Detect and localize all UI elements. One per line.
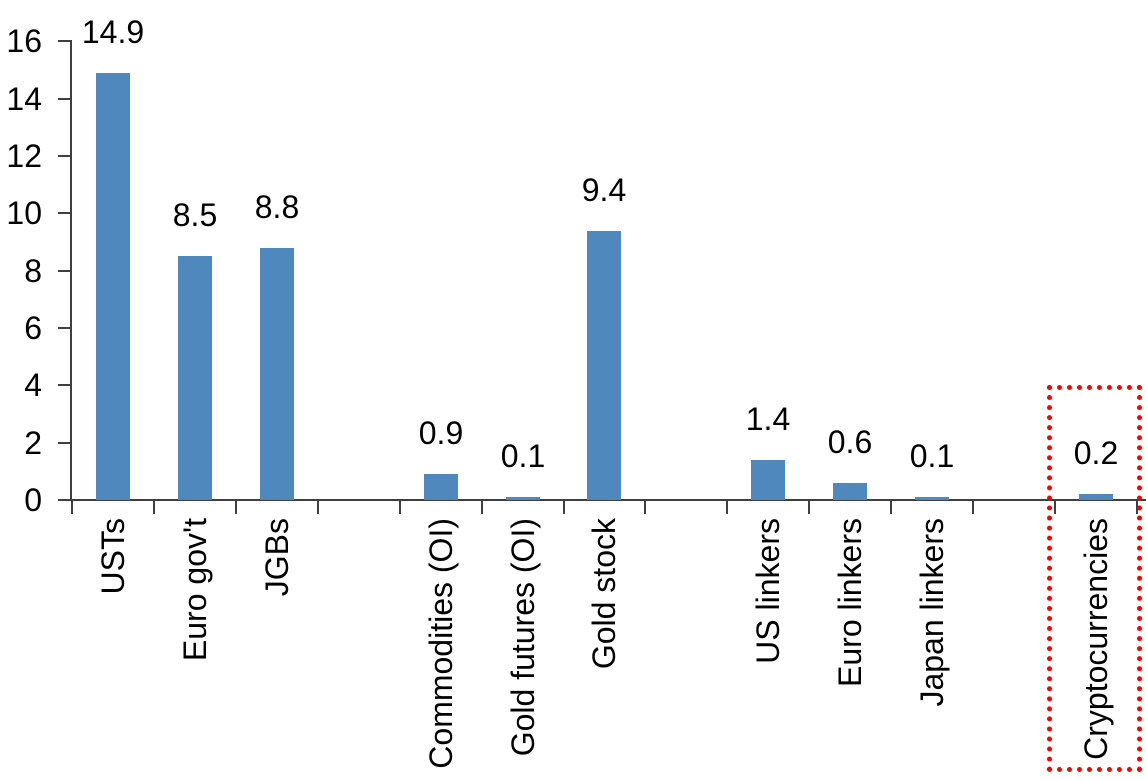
bar-value-label: 8.5 <box>172 197 218 233</box>
y-axis-tick-label: 12 <box>6 138 42 174</box>
y-axis-tick-label: 4 <box>24 367 42 403</box>
y-axis-tick <box>58 212 70 214</box>
y-axis-tick <box>58 155 70 157</box>
bar-gold-futures-oi <box>506 497 540 500</box>
x-axis-category-label: JGBs <box>259 518 295 597</box>
y-axis-tick-label: 6 <box>24 310 42 346</box>
bar-value-label: 0.9 <box>418 415 464 451</box>
x-axis-tick <box>563 501 565 514</box>
bar-gold-stock <box>587 231 621 500</box>
bar-value-label: 0.1 <box>909 438 955 474</box>
x-axis-category-label: Gold stock <box>586 518 622 670</box>
y-axis-tick <box>58 327 70 329</box>
x-axis-category-label: Euro linkers <box>832 518 868 687</box>
bar-euro-linkers <box>833 483 867 500</box>
bar-value-label: 8.8 <box>254 189 300 225</box>
highlight-box-cryptocurrencies <box>1047 385 1142 772</box>
y-axis-tick <box>58 384 70 386</box>
y-axis-tick <box>58 98 70 100</box>
bar-value-label: 0.6 <box>827 424 873 460</box>
bar-value-label: 0.1 <box>500 438 546 474</box>
y-axis-tick <box>58 499 70 501</box>
y-axis-tick <box>58 442 70 444</box>
x-axis-category-label: USTs <box>95 518 131 595</box>
y-axis-tick-label: 2 <box>24 425 42 461</box>
y-axis-tick-label: 10 <box>6 195 42 231</box>
x-axis-tick <box>808 501 810 514</box>
x-axis-category-label: Gold futures (OI) <box>505 518 541 757</box>
bar-value-label: 9.4 <box>581 172 627 208</box>
bar-us-linkers <box>751 460 785 500</box>
x-axis-tick <box>890 501 892 514</box>
x-axis-category-label: US linkers <box>750 518 786 664</box>
bar-value-label: 1.4 <box>745 401 791 437</box>
y-axis-tick-label: 14 <box>6 81 42 117</box>
x-axis-tick <box>481 501 483 514</box>
x-axis-tick <box>726 501 728 514</box>
x-axis-tick <box>644 501 646 514</box>
x-axis-tick <box>71 501 73 514</box>
x-axis-tick <box>235 501 237 514</box>
x-axis-tick <box>153 501 155 514</box>
y-axis-tick <box>58 270 70 272</box>
bar-usts <box>96 73 130 500</box>
x-axis-tick <box>317 501 319 514</box>
bar-cryptocurrencies <box>1079 494 1113 500</box>
x-axis-category-label: Euro gov't <box>177 518 213 662</box>
y-axis-tick-label: 0 <box>24 482 42 518</box>
y-axis-line <box>70 40 72 501</box>
y-axis-tick-label: 8 <box>24 253 42 289</box>
bar-commodities-oi <box>424 474 458 500</box>
y-axis-tick-label: 16 <box>6 23 42 59</box>
bar-japan-linkers <box>915 497 949 500</box>
y-axis-tick <box>58 40 70 42</box>
bar-jgbs <box>260 248 294 500</box>
x-axis-tick <box>972 501 974 514</box>
bar-euro-gov-t <box>178 256 212 500</box>
x-axis-line <box>70 499 1146 501</box>
x-axis-tick <box>1054 501 1056 514</box>
x-axis-category-label: Commodities (OI) <box>423 518 459 769</box>
x-axis-tick <box>399 501 401 514</box>
bar-value-label: 14.9 <box>81 14 145 50</box>
bar-value-label: 0.2 <box>1073 435 1119 471</box>
x-axis-category-label: Japan linkers <box>914 518 950 707</box>
